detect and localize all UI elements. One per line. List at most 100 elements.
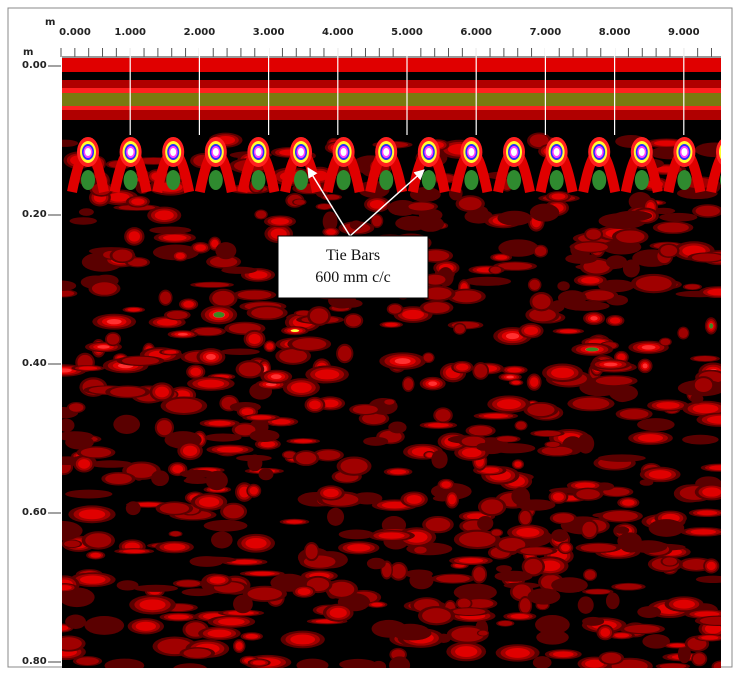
- texture: [619, 537, 643, 553]
- y-tick-label: 0.00: [22, 60, 47, 71]
- texture: [534, 430, 561, 437]
- texture: [347, 544, 371, 552]
- texture: [197, 379, 225, 388]
- texture: [580, 543, 617, 552]
- texture: [167, 614, 190, 620]
- texture: [172, 465, 184, 473]
- texture: [586, 229, 601, 240]
- texture: [309, 308, 329, 324]
- texture: [534, 246, 547, 257]
- texture: [258, 468, 274, 481]
- texture: [133, 584, 178, 592]
- texture: [583, 259, 610, 274]
- hyperbola: [294, 170, 308, 190]
- texture: [480, 467, 500, 474]
- texture: [557, 290, 587, 306]
- texture: [606, 255, 628, 269]
- texture: [207, 629, 232, 638]
- texture: [529, 308, 556, 322]
- texture: [529, 134, 549, 148]
- texture: [208, 420, 231, 426]
- texture: [255, 210, 267, 219]
- texture: [165, 398, 203, 413]
- texture: [388, 421, 407, 434]
- texture: [62, 368, 72, 373]
- texture: [648, 519, 685, 537]
- x-tick-label: 4.000: [322, 27, 354, 38]
- texture: [702, 487, 721, 497]
- texture: [295, 451, 317, 465]
- texture: [118, 205, 156, 211]
- texture: [110, 386, 146, 397]
- hyperbola: [719, 144, 721, 160]
- texture: [582, 616, 605, 626]
- texture: [293, 439, 313, 443]
- texture: [209, 576, 226, 584]
- texture: [286, 520, 303, 524]
- texture: [406, 494, 422, 504]
- x-tick-label: 9.000: [668, 27, 700, 38]
- hyperbola: [681, 148, 688, 156]
- texture: [352, 405, 378, 414]
- texture: [283, 451, 296, 459]
- texture: [707, 288, 721, 296]
- texture: [233, 594, 253, 614]
- hyperbola: [379, 170, 394, 190]
- texture: [514, 461, 522, 468]
- x-unit: m: [45, 17, 55, 28]
- texture: [495, 255, 508, 260]
- hyperbola: [336, 170, 351, 190]
- texture: [245, 537, 267, 549]
- texture: [198, 497, 220, 507]
- hyperbola: [677, 170, 692, 190]
- texture: [457, 598, 471, 609]
- texture: [458, 197, 482, 211]
- texture: [296, 658, 329, 668]
- texture: [584, 570, 596, 580]
- texture: [515, 421, 527, 430]
- texture: [691, 253, 721, 262]
- texture: [175, 252, 185, 260]
- texture: [251, 307, 284, 319]
- hyperbola: [166, 170, 181, 190]
- texture: [512, 380, 521, 385]
- texture: [182, 445, 198, 457]
- y-tick-label: 0.80: [22, 656, 47, 667]
- texture: [473, 567, 486, 582]
- x-tick-label: 1.000: [114, 27, 146, 38]
- texture: [159, 502, 190, 514]
- texture: [524, 558, 543, 575]
- texture: [394, 358, 411, 365]
- hyperbola: [421, 170, 436, 190]
- texture: [677, 644, 691, 664]
- texture: [97, 345, 110, 349]
- texture: [163, 234, 187, 241]
- texture: [183, 648, 212, 658]
- hyperbola: [340, 148, 347, 156]
- texture: [231, 559, 258, 565]
- texture: [423, 353, 434, 362]
- hyperbola: [511, 148, 517, 156]
- texture: [395, 215, 429, 231]
- texture: [617, 353, 626, 361]
- hyperbola: [706, 149, 721, 193]
- texture: [552, 651, 574, 658]
- texture: [211, 239, 219, 248]
- texture: [577, 596, 594, 614]
- texture: [339, 658, 377, 668]
- texture: [338, 345, 352, 362]
- texture: [389, 656, 411, 668]
- texture: [477, 515, 494, 531]
- texture: [529, 203, 560, 222]
- texture: [614, 633, 630, 638]
- callout-text: Tie Bars: [326, 247, 380, 264]
- texture: [297, 588, 311, 596]
- texture: [590, 316, 598, 321]
- texture: [468, 426, 493, 436]
- texture: [65, 489, 113, 499]
- texture: [241, 408, 254, 416]
- texture: [431, 450, 448, 469]
- texture: [176, 580, 201, 587]
- texture: [660, 244, 678, 257]
- texture: [637, 434, 664, 442]
